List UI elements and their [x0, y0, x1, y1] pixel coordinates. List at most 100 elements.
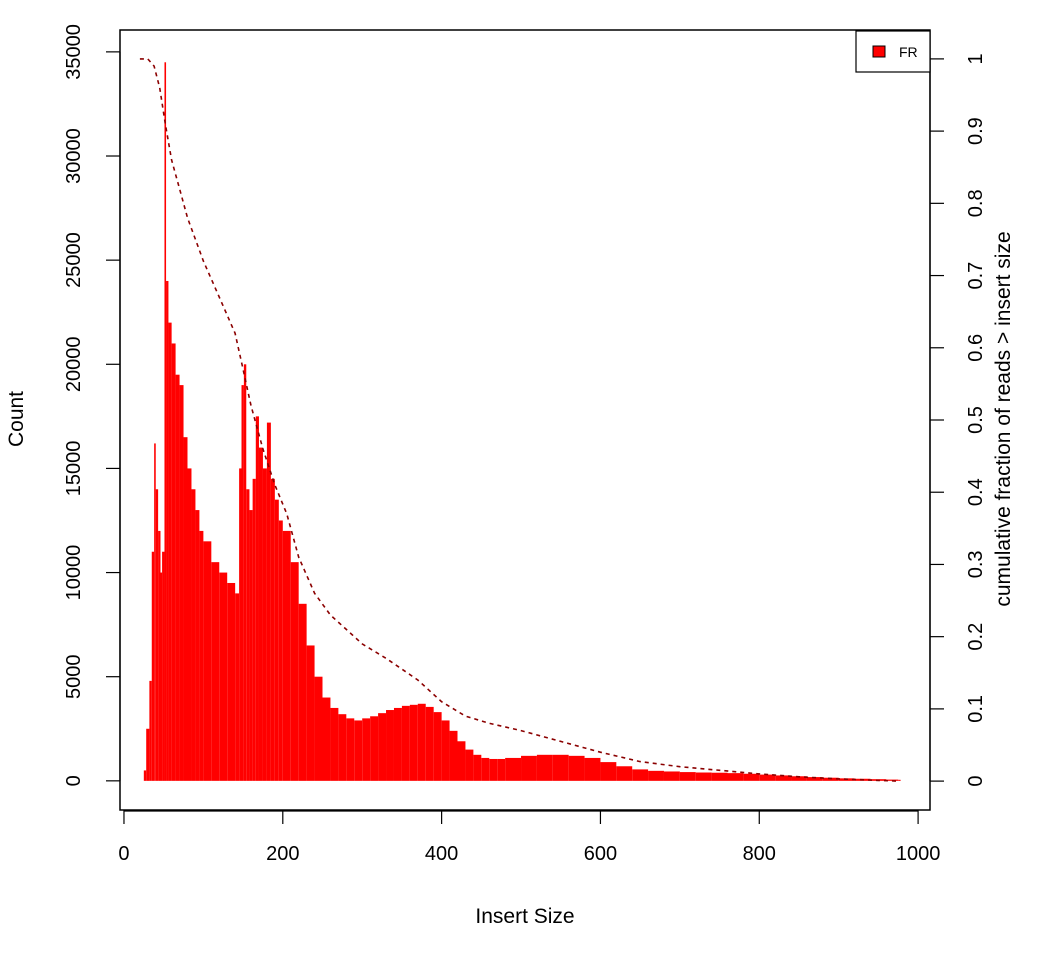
y2-tick-label: 0.3 [965, 550, 987, 578]
histogram-bar [898, 779, 901, 781]
histogram-bar [791, 776, 807, 781]
histogram-bar [266, 422, 271, 781]
x-tick-label: 800 [743, 843, 776, 865]
cumulative-fraction-line [139, 58, 899, 782]
y2-axis-title: cumulative fraction of reads > insert si… [992, 231, 1015, 606]
histogram-bar [211, 562, 220, 781]
histogram-bar [183, 437, 188, 781]
histogram-bar [370, 716, 379, 781]
histogram-bar [227, 582, 236, 781]
histogram-bar [154, 443, 156, 781]
histogram-bar [149, 680, 152, 781]
histogram-bar [584, 757, 601, 781]
histogram-bar [521, 755, 537, 781]
y-tick-label: 35000 [63, 24, 85, 80]
histogram-bar [162, 551, 165, 781]
y2-tick-label: 0.2 [965, 623, 987, 651]
histogram-bar [648, 770, 664, 781]
y2-tick-label: 0.9 [965, 117, 987, 145]
histogram-bar [249, 510, 253, 781]
y-tick-label: 20000 [63, 336, 85, 392]
x-axis-title: Insert Size [475, 905, 574, 928]
histogram-bar [274, 499, 279, 781]
histogram-bar [158, 530, 161, 781]
histogram-bar [246, 489, 250, 781]
y2-tick-label: 0.6 [965, 334, 987, 362]
histogram-bar [552, 754, 569, 781]
histogram-bar [278, 520, 283, 781]
histogram-bar [536, 754, 553, 781]
y2-tick-label: 0.8 [965, 189, 987, 217]
y2-tick-label: 0 [965, 776, 987, 787]
y2-tick-label: 1 [965, 53, 987, 64]
y2-tick-label: 0.4 [965, 478, 987, 506]
histogram-bar [235, 593, 240, 781]
cumulative-line-layer [139, 58, 899, 782]
histogram-bar [219, 572, 228, 781]
y2-tick-label: 0.7 [965, 262, 987, 290]
histogram-bar [362, 718, 371, 781]
x-tick-label: 400 [425, 843, 458, 865]
histogram-bar [203, 541, 212, 781]
histogram-bar [175, 374, 180, 781]
y-tick-label: 30000 [63, 128, 85, 184]
y-tick-label: 5000 [63, 654, 85, 699]
y-tick-label: 10000 [63, 545, 85, 601]
histogram-bar [695, 772, 712, 781]
histogram-bar [632, 769, 649, 781]
histogram-bar [489, 758, 498, 781]
histogram-bar [298, 603, 307, 781]
histogram-bar [258, 447, 263, 781]
histogram-bar [568, 755, 585, 781]
histogram-bar [433, 712, 442, 781]
y2-tick-label: 0.1 [965, 695, 987, 723]
legend-box [855, 30, 931, 73]
histogram-bar [346, 718, 355, 781]
legend: FR [855, 30, 931, 73]
histogram-bar [164, 62, 167, 781]
histogram-bar [322, 697, 331, 781]
histogram-bar [195, 510, 200, 781]
histogram-bar [255, 416, 259, 781]
histogram-bar [727, 773, 744, 781]
histogram-bar [775, 775, 792, 781]
histogram-bar [465, 749, 474, 781]
y-tick-label: 15000 [63, 441, 85, 497]
histogram-bar [505, 757, 522, 781]
x-tick-label: 600 [584, 843, 617, 865]
histogram-bar [151, 551, 155, 781]
y2-tick-label: 0.5 [965, 406, 987, 434]
histogram-bar [155, 489, 159, 781]
histogram-bar [473, 754, 482, 781]
histogram-bar [239, 468, 242, 781]
x-tick-label: 1000 [896, 843, 941, 865]
histogram-bar [243, 364, 247, 781]
histogram-bar [457, 741, 466, 781]
histogram-bar [497, 758, 506, 781]
histogram-bar [759, 774, 776, 781]
histogram-bar [711, 772, 728, 781]
histogram-bar [270, 478, 275, 781]
histogram-bar [330, 707, 339, 781]
y-tick-label: 25000 [63, 232, 85, 288]
histogram-bar [663, 771, 680, 781]
histogram-bar [338, 714, 347, 781]
histogram-bar [143, 770, 147, 781]
legend-swatch-fr [872, 45, 886, 58]
histogram-bar [393, 707, 402, 781]
histogram-bar [378, 713, 387, 781]
legend-label-fr: FR [899, 44, 918, 60]
histogram-bar [199, 530, 204, 781]
histogram-bar [179, 385, 184, 781]
histogram-bar [314, 676, 323, 781]
plot-frame [119, 29, 931, 811]
y-axis-title: Count [5, 391, 28, 447]
histogram-bar [417, 703, 426, 781]
histogram-bar [306, 645, 315, 781]
histogram-bar [743, 773, 760, 781]
histogram-bar [160, 572, 163, 781]
y-tick-label: 0 [63, 775, 85, 786]
histogram-bar [401, 705, 410, 781]
histogram-bar [481, 757, 490, 781]
